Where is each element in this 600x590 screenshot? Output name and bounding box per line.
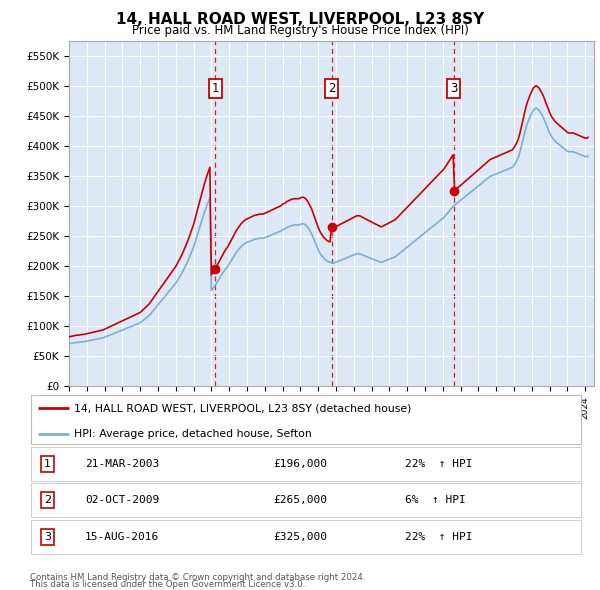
Text: This data is licensed under the Open Government Licence v3.0.: This data is licensed under the Open Gov… <box>30 581 305 589</box>
Text: 1: 1 <box>212 81 219 94</box>
Text: 14, HALL ROAD WEST, LIVERPOOL, L23 8SY: 14, HALL ROAD WEST, LIVERPOOL, L23 8SY <box>116 12 484 27</box>
Text: Price paid vs. HM Land Registry's House Price Index (HPI): Price paid vs. HM Land Registry's House … <box>131 24 469 37</box>
FancyBboxPatch shape <box>31 395 581 444</box>
Text: 15-AUG-2016: 15-AUG-2016 <box>85 532 160 542</box>
FancyBboxPatch shape <box>31 447 581 481</box>
Text: 22%  ↑ HPI: 22% ↑ HPI <box>406 459 473 468</box>
Text: £325,000: £325,000 <box>273 532 327 542</box>
Text: 02-OCT-2009: 02-OCT-2009 <box>85 496 160 505</box>
Text: 1: 1 <box>44 459 51 468</box>
Text: 2: 2 <box>44 496 51 505</box>
Text: Contains HM Land Registry data © Crown copyright and database right 2024.: Contains HM Land Registry data © Crown c… <box>30 573 365 582</box>
Text: HPI: Average price, detached house, Sefton: HPI: Average price, detached house, Seft… <box>74 429 312 439</box>
Text: 3: 3 <box>450 81 457 94</box>
Text: 6%  ↑ HPI: 6% ↑ HPI <box>406 496 466 505</box>
Text: £265,000: £265,000 <box>273 496 327 505</box>
Text: 21-MAR-2003: 21-MAR-2003 <box>85 459 160 468</box>
FancyBboxPatch shape <box>31 483 581 517</box>
Text: 22%  ↑ HPI: 22% ↑ HPI <box>406 532 473 542</box>
Text: 14, HALL ROAD WEST, LIVERPOOL, L23 8SY (detached house): 14, HALL ROAD WEST, LIVERPOOL, L23 8SY (… <box>74 403 412 413</box>
FancyBboxPatch shape <box>31 520 581 554</box>
Text: £196,000: £196,000 <box>273 459 327 468</box>
Text: 3: 3 <box>44 532 51 542</box>
Text: 2: 2 <box>328 81 335 94</box>
